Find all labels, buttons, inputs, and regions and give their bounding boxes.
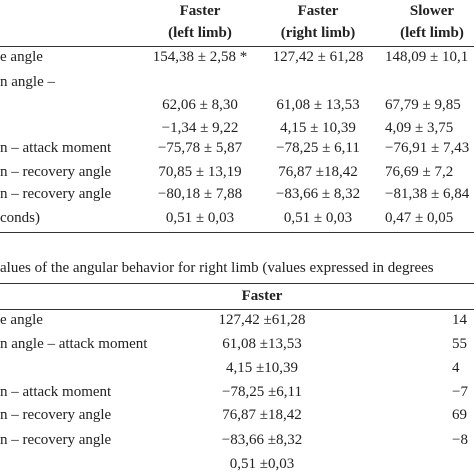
row-label: n – recovery angle (0, 186, 112, 202)
cell: 0,47 ± 0,05 (385, 210, 454, 226)
rule (0, 283, 474, 284)
cell: −78,25 ±6,11 (222, 384, 302, 400)
column-header: (left limb) (400, 25, 464, 41)
caption: alues of the angular behavior for right … (0, 260, 434, 276)
cell: 76,87 ±18,42 (222, 407, 302, 423)
cell: −1,34 ± 9,22 (161, 120, 239, 136)
row-label: n angle – (0, 74, 55, 90)
cell: 148,09 ± 10,1 (385, 49, 469, 65)
cell: 154,38 ± 2,58 * (152, 49, 248, 65)
row-label: n – attack moment (0, 140, 112, 156)
cell: 4,15 ±10,39 (226, 360, 298, 376)
cell: 0,51 ±0,03 (229, 456, 295, 472)
cell: −75,78 ± 5,87 (157, 140, 243, 156)
row-label: n – recovery angle (0, 432, 112, 448)
cell: 127,42 ±61,28 (218, 312, 306, 328)
cell: 4 (452, 360, 460, 376)
row-label: n – recovery angle (0, 407, 112, 423)
cell: 0,51 ± 0,03 (283, 210, 353, 226)
cell: 70,85 ± 13,19 (158, 164, 242, 180)
cell: −76,91 ± 7,43 (385, 140, 470, 156)
cell: −8 (452, 432, 468, 448)
column-header: Slower (409, 3, 455, 19)
column-header: Faster (241, 288, 283, 304)
row-label: n – attack moment (0, 384, 112, 400)
column-header: Faster (297, 3, 339, 19)
cell: −81,38 ± 6,84 (385, 186, 470, 202)
cell: 61,08 ± 13,53 (276, 97, 360, 113)
cell: 55 (452, 336, 467, 352)
cell: 127,42 ± 61,28 (272, 49, 364, 65)
row-label: n – recovery angle (0, 164, 112, 180)
rule (0, 232, 474, 233)
cell: 4,15 ± 10,39 (280, 120, 356, 136)
cell: −7 (452, 384, 468, 400)
cell: 14 (452, 312, 467, 328)
rule (0, 46, 474, 47)
row-label: conds) (0, 210, 40, 226)
cell: 76,87 ±18,42 (278, 164, 358, 180)
cell: 69 (452, 407, 467, 423)
cell: −80,18 ± 7,88 (157, 186, 243, 202)
cell: 76,69 ± 7,2 (385, 164, 454, 180)
cell: 0,51 ± 0,03 (165, 210, 235, 226)
cell: −83,66 ±8,32 (221, 432, 303, 448)
column-header: (right limb) (280, 25, 356, 41)
rule (0, 309, 474, 310)
row-label: e angle (0, 312, 43, 328)
column-header: (left limb) (168, 25, 232, 41)
cell: 4,09 ± 3,75 (385, 120, 454, 136)
cell: −78,25 ± 6,11 (276, 140, 360, 156)
column-header: Faster (179, 3, 221, 19)
cell: −83,66 ± 8,32 (275, 186, 361, 202)
cell: 61,08 ±13,53 (222, 336, 302, 352)
row-label: n angle – attack moment (0, 336, 148, 352)
row-label: e angle (0, 49, 43, 65)
cell: 67,79 ± 9,85 (385, 97, 461, 113)
cell: 62,06 ± 8,30 (162, 97, 238, 113)
